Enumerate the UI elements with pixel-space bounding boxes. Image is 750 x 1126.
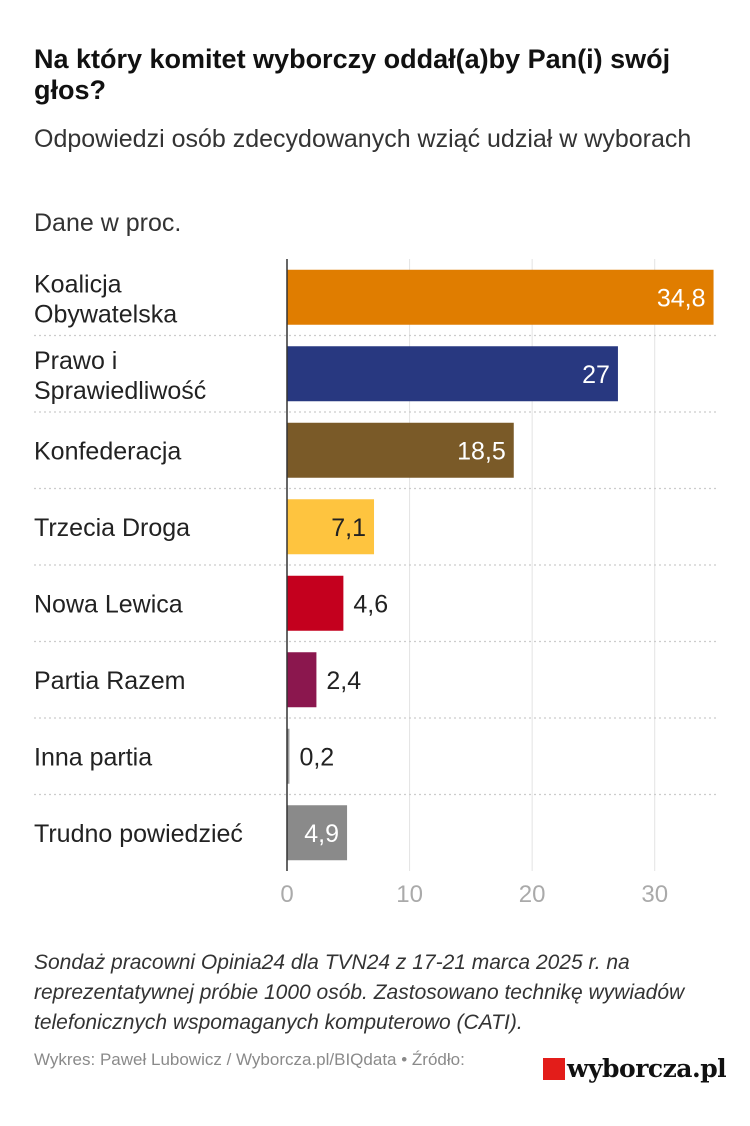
category-label: Inna partia	[34, 743, 152, 771]
unit-label: Dane w proc.	[34, 209, 182, 237]
x-tick-label: 30	[641, 881, 668, 908]
value-label: 4,9	[304, 820, 339, 848]
bar-chart: Koalicja Obywatelska 34,8 Prawo i Sprawiedli…	[34, 259, 716, 908]
category-label: Trudno powiedzieć	[34, 820, 243, 848]
value-label: 34,8	[657, 284, 706, 312]
credits: Wykres: Paweł Lubowicz / Wyborcza.pl/BIQ…	[34, 1050, 465, 1080]
x-tick-label: 10	[396, 881, 423, 908]
wyborcza-logo[interactable]: wyborcza.pl	[543, 1054, 727, 1084]
value-label: 27	[582, 361, 610, 389]
bar	[287, 346, 618, 402]
bar	[287, 805, 348, 861]
logo-square-icon	[543, 1058, 565, 1080]
bar	[287, 575, 344, 631]
category-label: Nowa Lewica	[34, 590, 183, 618]
chart-subtitle: Odpowiedzi osób zdecydowanych wziąć udzi…	[34, 125, 692, 153]
value-label: 0,2	[299, 743, 334, 771]
chart-title: Na który komitet wyborczy oddał(a)by Pan…	[34, 44, 671, 105]
value-label: 7,1	[331, 514, 366, 542]
source-note: Sondaż pracowni Opinia24 dla TVN24 z 17-…	[34, 951, 685, 1034]
logo-text: wyborcza.pl	[567, 1054, 727, 1083]
bar	[287, 422, 514, 478]
category-label: Koalicja Obywatelska	[34, 270, 177, 328]
value-label: 2,4	[326, 667, 361, 695]
bar	[287, 652, 317, 708]
value-label: 4,6	[353, 590, 388, 618]
category-label: Prawo i Sprawiedliwość	[34, 347, 206, 405]
x-tick-label: 20	[519, 881, 546, 908]
category-label: Trzecia Droga	[34, 514, 190, 542]
value-label: 18,5	[457, 437, 506, 465]
bar	[287, 499, 375, 555]
x-tick-label: 0	[280, 881, 293, 908]
bar	[287, 728, 290, 784]
bar	[287, 269, 714, 325]
category-label: Partia Razem	[34, 667, 185, 695]
category-label: Konfederacja	[34, 437, 181, 465]
